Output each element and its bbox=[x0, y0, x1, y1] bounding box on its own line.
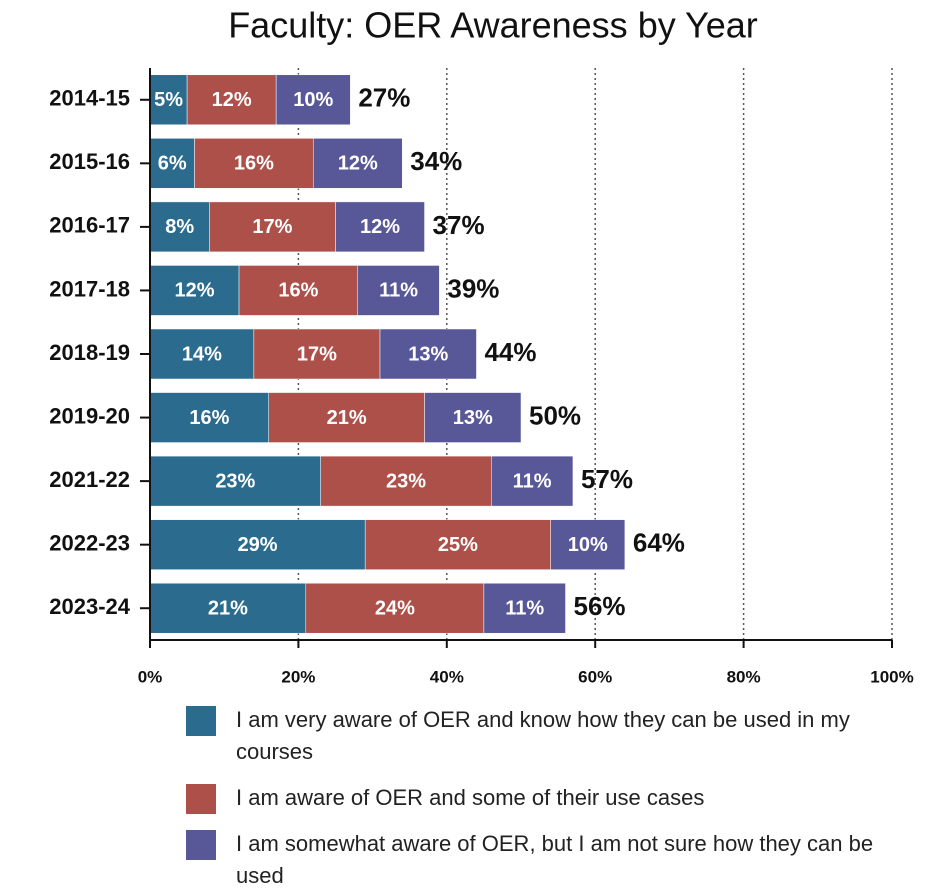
total-label: 64% bbox=[633, 528, 685, 558]
legend-label: I am very aware of OER and know how they… bbox=[236, 707, 850, 764]
bar-segment bbox=[149, 201, 210, 253]
x-tick-label: 100% bbox=[870, 667, 913, 686]
bar-label: 11% bbox=[379, 280, 418, 302]
bar-segment bbox=[149, 74, 188, 126]
total-label: 39% bbox=[447, 273, 499, 303]
total-label: 37% bbox=[433, 210, 485, 240]
chart: Faculty: OER Awareness by Year 0% 20% 40% 6… bbox=[49, 5, 913, 687]
bar-segment bbox=[209, 201, 336, 253]
legend-label: I am aware of OER and some of their use … bbox=[236, 785, 705, 810]
legend-swatch bbox=[186, 784, 216, 814]
total-label: 57% bbox=[581, 464, 633, 494]
bar-label: 10% bbox=[568, 534, 608, 556]
bar-label: 13% bbox=[408, 343, 448, 365]
bar-segment bbox=[194, 138, 314, 189]
legend: I am very aware of OER and know how they… bbox=[186, 704, 906, 893]
x-tick-label: 80% bbox=[727, 667, 761, 686]
bar-segment bbox=[483, 582, 566, 634]
chart-title: Faculty: OER Awareness by Year bbox=[228, 5, 758, 46]
bar-label: 29% bbox=[238, 534, 278, 556]
bar-label: 13% bbox=[453, 407, 493, 429]
bar-label: 16% bbox=[278, 280, 318, 302]
bar-segment bbox=[320, 455, 492, 507]
bar-label: 16% bbox=[189, 407, 229, 429]
bar-segment bbox=[275, 74, 351, 126]
bar-segment bbox=[149, 519, 366, 570]
y-tick-label: 2014-15 bbox=[49, 86, 130, 111]
bar-label: 11% bbox=[505, 598, 544, 620]
x-tick-label: 60% bbox=[578, 667, 612, 686]
y-tick-label: 2015-16 bbox=[49, 149, 130, 174]
x-tick-label: 20% bbox=[281, 667, 315, 686]
bar-segment bbox=[312, 138, 403, 189]
bar-label: 25% bbox=[438, 534, 478, 556]
bar-label: 8% bbox=[165, 216, 194, 238]
total-label: 27% bbox=[358, 83, 410, 113]
bar-segment bbox=[424, 392, 522, 443]
bar-label: 6% bbox=[158, 153, 187, 175]
bar-label: 12% bbox=[212, 89, 252, 111]
bar-label: 23% bbox=[386, 470, 426, 492]
legend-item: I am somewhat aware of OER, but I am not… bbox=[186, 828, 906, 892]
bar-segment bbox=[364, 519, 551, 570]
bar-label: 12% bbox=[175, 280, 215, 302]
bar-label: 17% bbox=[297, 343, 337, 365]
legend-swatch bbox=[186, 706, 216, 736]
legend-item: I am very aware of OER and know how they… bbox=[186, 704, 906, 768]
total-label: 56% bbox=[574, 591, 626, 621]
y-tick-label: 2023-24 bbox=[49, 594, 131, 619]
bar-label: 21% bbox=[208, 598, 248, 620]
bar-segment bbox=[149, 455, 321, 507]
bar-label: 21% bbox=[327, 407, 367, 429]
bar-segment bbox=[491, 455, 574, 507]
bar-segment bbox=[550, 519, 626, 570]
bar-label: 10% bbox=[293, 89, 333, 111]
legend-item: I am aware of OER and some of their use … bbox=[186, 782, 906, 814]
bar-segment bbox=[238, 265, 359, 316]
bar-label: 23% bbox=[215, 470, 255, 492]
bar-label: 24% bbox=[375, 598, 415, 620]
legend-label: I am somewhat aware of OER, but I am not… bbox=[236, 831, 874, 888]
bar-label: 12% bbox=[360, 216, 400, 238]
bar-segment bbox=[305, 582, 485, 634]
total-label: 50% bbox=[529, 400, 581, 430]
bar-segment bbox=[379, 328, 477, 380]
y-tick-label: 2021-22 bbox=[49, 467, 130, 492]
bar-segment bbox=[149, 265, 240, 316]
bar-label: 11% bbox=[513, 470, 552, 492]
bar-segment bbox=[268, 392, 425, 443]
bar-segment bbox=[149, 392, 269, 443]
bar-segment bbox=[149, 328, 255, 380]
bar-segment bbox=[357, 265, 440, 316]
bar-label: 16% bbox=[234, 153, 274, 175]
total-label: 34% bbox=[410, 146, 462, 176]
bar-segment bbox=[186, 74, 277, 126]
y-tick-label: 2018-19 bbox=[49, 340, 130, 365]
bar-label: 17% bbox=[252, 216, 292, 238]
bar-segment bbox=[149, 582, 307, 634]
legend-swatch bbox=[186, 830, 216, 860]
bar-segment bbox=[149, 138, 195, 189]
total-label: 44% bbox=[484, 337, 536, 367]
y-tick-label: 2016-17 bbox=[49, 213, 130, 238]
bar-segment bbox=[335, 201, 425, 253]
y-tick-label: 2022-23 bbox=[49, 530, 130, 555]
x-tick-label: 0% bbox=[138, 667, 163, 686]
x-tick-label: 40% bbox=[430, 667, 464, 686]
y-tick-label: 2017-18 bbox=[49, 276, 130, 301]
bar-segment bbox=[253, 328, 381, 380]
bar-label: 12% bbox=[338, 153, 378, 175]
bar-label: 14% bbox=[182, 343, 222, 365]
bar-label: 5% bbox=[154, 89, 183, 111]
y-tick-label: 2019-20 bbox=[49, 403, 130, 428]
